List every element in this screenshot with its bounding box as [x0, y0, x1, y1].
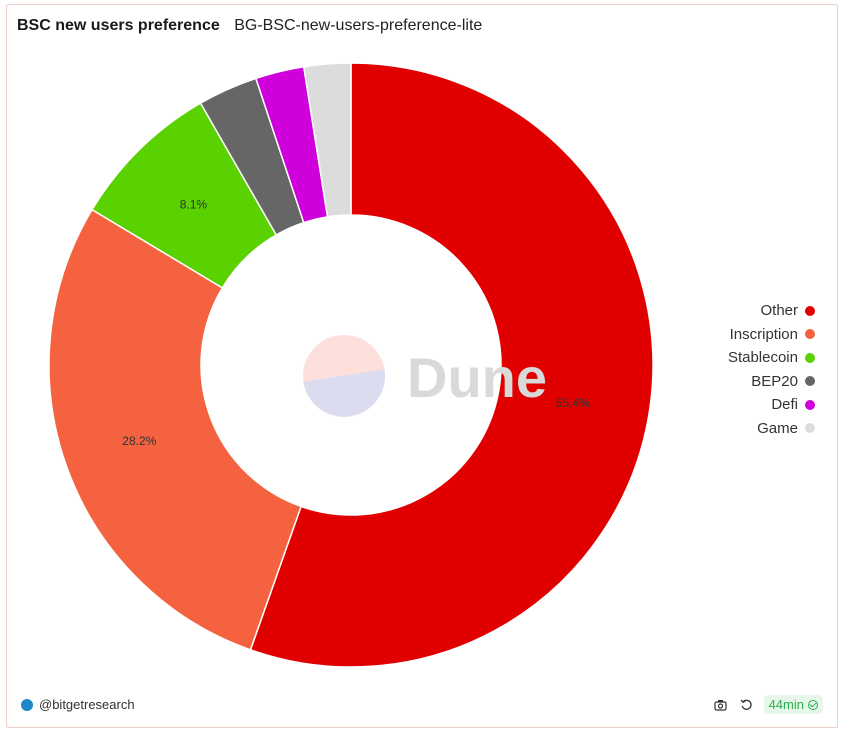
chart-title: BSC new users preference: [17, 17, 220, 34]
data-label-other: 55.4%: [556, 396, 590, 410]
check-circle-icon: [808, 699, 818, 710]
author-name: @bitgetresearch: [39, 697, 135, 712]
legend-swatch: [805, 352, 815, 363]
chart-card: BSC new users preference BG-BSC-new-user…: [6, 4, 838, 728]
legend-label: Defi: [771, 396, 798, 414]
legend-item-inscription[interactable]: Inscription: [728, 323, 815, 347]
chart-footer-actions: 44min: [712, 695, 823, 714]
legend-label: Inscription: [729, 325, 798, 343]
legend-swatch: [805, 329, 815, 340]
legend-item-game[interactable]: Game: [728, 417, 815, 441]
data-label-stablecoin: 8.1%: [180, 197, 208, 211]
refresh-age-badge: 44min: [763, 695, 823, 714]
legend-item-defi[interactable]: Defi: [728, 393, 815, 417]
dune-watermark: Dune: [303, 335, 547, 417]
legend-item-bep20[interactable]: BEP20: [728, 370, 815, 394]
data-label-inscription: 28.2%: [122, 434, 156, 448]
donut-chart: Dune 55.4% 28.2% 8.1%: [48, 62, 654, 668]
chart-header: BSC new users preference BG-BSC-new-user…: [17, 17, 482, 35]
chart-subtitle: BG-BSC-new-users-preference-lite: [234, 17, 483, 34]
watermark-text: Dune: [407, 346, 547, 409]
slice-game[interactable]: [302, 62, 352, 218]
legend-label: Game: [757, 419, 798, 437]
legend-label: Stablecoin: [727, 349, 798, 367]
legend-item-other[interactable]: Other: [728, 299, 815, 323]
legend-item-stablecoin[interactable]: Stablecoin: [728, 346, 815, 370]
watermark-logo-bottom: [303, 369, 386, 417]
refresh-icon[interactable]: [738, 696, 756, 714]
legend-label: BEP20: [751, 372, 798, 390]
legend-swatch: [805, 423, 815, 434]
avatar: [21, 698, 33, 711]
legend-swatch: [805, 305, 815, 316]
author-link[interactable]: @bitgetresearch: [21, 697, 135, 712]
chart-legend: Other Inscription Stablecoin BEP20 Defi Game: [728, 299, 815, 440]
camera-icon[interactable]: [712, 696, 730, 714]
legend-swatch: [805, 399, 815, 410]
slice-inscription[interactable]: [48, 208, 303, 651]
legend-swatch: [805, 376, 815, 387]
legend-label: Other: [760, 302, 798, 320]
refresh-age: 44min: [768, 697, 804, 712]
